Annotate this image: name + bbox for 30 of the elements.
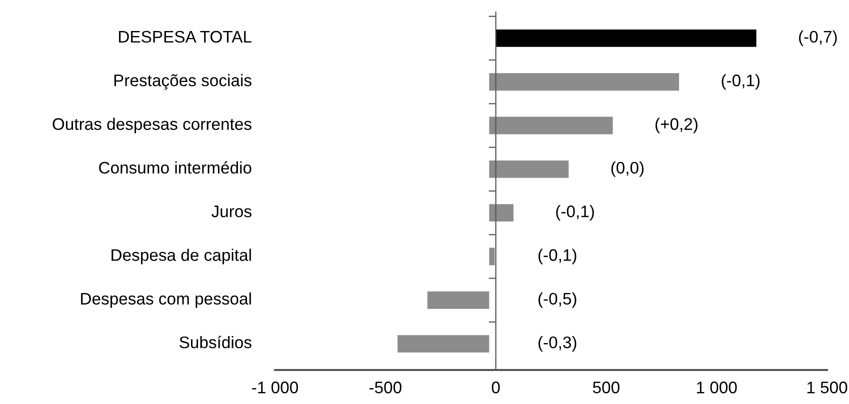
annotation: (-0,1) — [538, 248, 576, 264]
bar — [496, 29, 756, 47]
bar — [489, 160, 569, 178]
y-tick-label: Juros — [212, 206, 252, 218]
x-tick-label: 500 — [592, 382, 620, 394]
y-tick-label: Subsídios — [180, 336, 252, 348]
bar — [489, 204, 514, 222]
x-tick-label: -500 — [369, 382, 402, 394]
annotation: (-0,5) — [538, 292, 576, 308]
y-tick-label: Despesas com pessoal — [81, 292, 251, 308]
bar — [398, 335, 490, 353]
annotation: (+0,2) — [656, 118, 698, 134]
x-tick-label: 0 — [492, 382, 500, 394]
y-tick-label: DESPESA TOTAL — [119, 30, 252, 43]
bar — [489, 248, 495, 266]
x-tick-label: -1 000 — [252, 382, 298, 394]
bar — [489, 116, 613, 134]
x-tick-label: 1 500 — [807, 382, 848, 394]
bar — [427, 291, 490, 309]
y-tick-label: Outras despesas correntes — [52, 118, 252, 134]
y-tick-label: Despesa de capital — [112, 248, 251, 264]
y-tick-label: Prestações sociais — [114, 74, 252, 90]
annotation: (-0,7) — [799, 30, 837, 46]
bar — [489, 73, 680, 91]
y-tick-label: Consumo intermédio — [99, 161, 252, 174]
annotation: (-0,1) — [556, 205, 594, 221]
x-tick-label: 1 000 — [697, 382, 737, 394]
annotation: (0,0) — [611, 161, 644, 177]
annotation: (-0,3) — [538, 336, 576, 352]
annotation: (-0,1) — [722, 74, 760, 90]
